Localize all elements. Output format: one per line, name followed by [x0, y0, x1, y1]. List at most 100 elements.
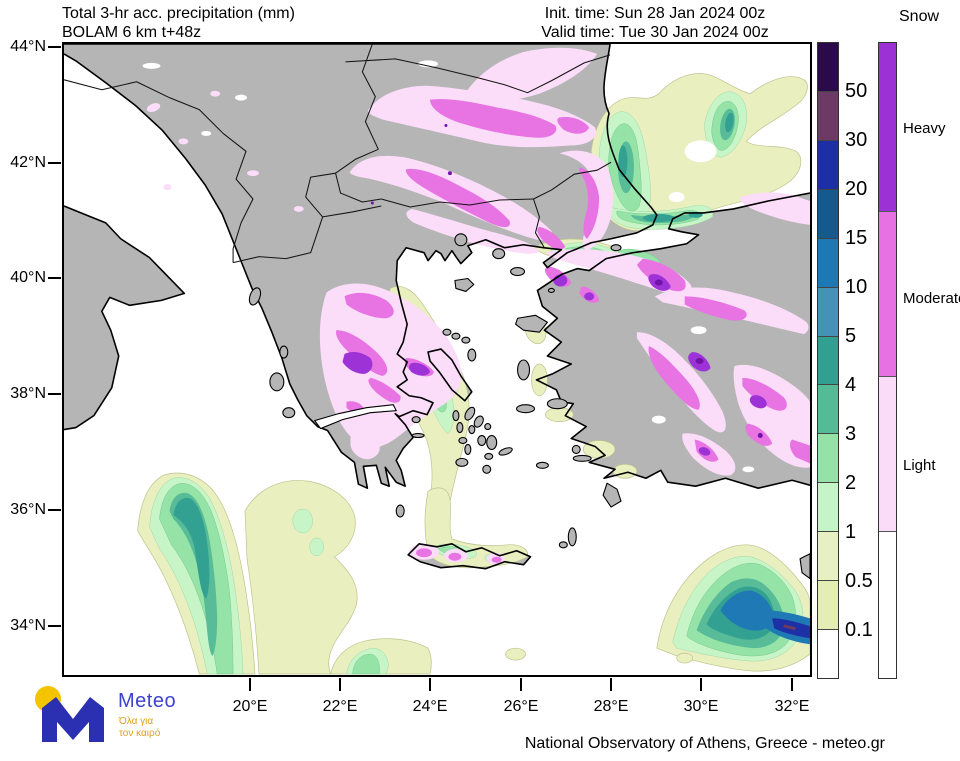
rain-green	[352, 653, 380, 675]
island-samothrace	[492, 248, 506, 260]
coastline-evia	[427, 348, 473, 402]
snow-heavy-core	[370, 201, 374, 205]
lon-tick	[520, 678, 522, 691]
island	[452, 410, 460, 422]
title-line-2: BOLAM 6 km t+48z	[62, 24, 202, 41]
country-borders	[64, 44, 612, 264]
snow-heavy-core	[695, 358, 704, 364]
precip-legend-label: 1	[845, 521, 857, 543]
snow-heavy	[409, 362, 431, 376]
snow-light	[163, 184, 172, 191]
snow-legend-segment-none	[879, 532, 896, 678]
snow-heavy-core	[444, 123, 448, 127]
snow-light	[210, 90, 221, 97]
no-precip-hole	[235, 94, 248, 101]
precip-legend-segment	[818, 532, 838, 582]
no-precip-hole	[742, 466, 755, 473]
precip-legend-label: 30	[845, 129, 868, 151]
no-precip-hole	[418, 60, 438, 68]
island	[458, 436, 468, 445]
lat-tick	[48, 625, 61, 627]
island-rhodes	[602, 482, 622, 508]
lon-tick	[610, 678, 612, 691]
snow-moderate	[405, 168, 510, 228]
island	[464, 443, 472, 455]
lon-label-28e: 28°E	[593, 698, 629, 715]
precip-legend-label: 0.1	[845, 619, 873, 641]
meteo-logo: Meteo Όλα για τον καιρό	[30, 684, 220, 754]
no-precip-hole	[668, 192, 685, 202]
land-cyprus-tip	[799, 553, 810, 580]
precip-legend-label: 15	[845, 227, 868, 249]
rain-lightgreen	[309, 537, 324, 557]
island-corfu	[248, 287, 262, 306]
island	[571, 444, 581, 454]
island-amorgos	[498, 447, 513, 456]
island-imbros	[510, 267, 526, 277]
land-italy	[64, 205, 185, 430]
island-skyros	[467, 348, 477, 362]
logo-m-glyph	[42, 697, 104, 742]
precip-legend-label: 2	[845, 472, 857, 494]
precip-legend-bar	[817, 42, 839, 679]
island-astypalea	[535, 461, 549, 469]
lon-tick	[791, 678, 793, 691]
island-marmara	[610, 244, 622, 252]
island	[461, 336, 471, 344]
island	[451, 332, 461, 340]
snow-legend-segment-heavy	[879, 43, 896, 212]
snow-moderate	[368, 377, 401, 403]
coastline-crete	[407, 543, 532, 570]
snow-heavy	[749, 395, 767, 409]
no-precip-hole	[690, 326, 707, 335]
coastline-italy	[64, 205, 186, 431]
snow-moderate	[684, 296, 747, 321]
island-paros	[477, 434, 487, 447]
weather-map-graphic	[64, 44, 810, 675]
island	[484, 423, 492, 431]
snow-label-heavy: Heavy	[903, 120, 946, 137]
precip-legend-segment	[818, 385, 838, 435]
logo-wordmark: Meteo	[118, 690, 177, 712]
lat-tick	[48, 277, 61, 279]
rain-teal	[725, 112, 734, 133]
island-kefalonia	[269, 372, 285, 392]
snow-light	[146, 103, 161, 113]
island-milos	[455, 457, 469, 467]
lon-tick	[249, 678, 251, 691]
snow-light	[178, 138, 189, 145]
island-lesbos	[515, 314, 548, 333]
snow-moderate	[648, 346, 700, 410]
precip-legend-label: 0.5	[845, 570, 873, 592]
precip-legend-segment	[818, 43, 838, 92]
run-time-block: Init. time: Sun 28 Jan 2024 00z Valid ti…	[490, 4, 820, 42]
island-naxos	[486, 434, 498, 450]
island-karpathos	[567, 527, 577, 547]
no-precip-hole	[142, 62, 161, 69]
island-zakynthos	[282, 407, 296, 419]
snow-heavy-core	[654, 279, 663, 286]
snow-moderate	[790, 439, 810, 464]
init-time: Init. time: Sun 28 Jan 2024 00z	[544, 5, 766, 22]
lon-label-20e: 20°E	[232, 698, 268, 715]
precip-legend-label: 4	[845, 374, 857, 396]
snow-heavy-core	[447, 171, 452, 176]
island-ikaria	[516, 404, 536, 414]
precip-legend-label: 5	[845, 325, 857, 347]
lat-label-36n: 36°N	[10, 501, 46, 518]
snow-legend-segment-light	[879, 377, 896, 532]
island-aegina	[411, 416, 421, 424]
precip-legend-segment	[818, 483, 838, 533]
no-precip-hole	[651, 415, 666, 424]
precip-legend-segment	[818, 581, 838, 631]
island	[456, 422, 464, 434]
precip-legend-label: 50	[845, 80, 868, 102]
precip-legend-segment	[818, 189, 838, 239]
land-balkans-greece	[64, 44, 657, 489]
snow-light	[247, 170, 259, 177]
precip-legend-label: 3	[845, 423, 857, 445]
snow-heavy	[342, 351, 373, 374]
precip-legend-label: 10	[845, 276, 868, 298]
rain-patch	[505, 647, 526, 661]
lon-label-24e: 24°E	[412, 698, 448, 715]
